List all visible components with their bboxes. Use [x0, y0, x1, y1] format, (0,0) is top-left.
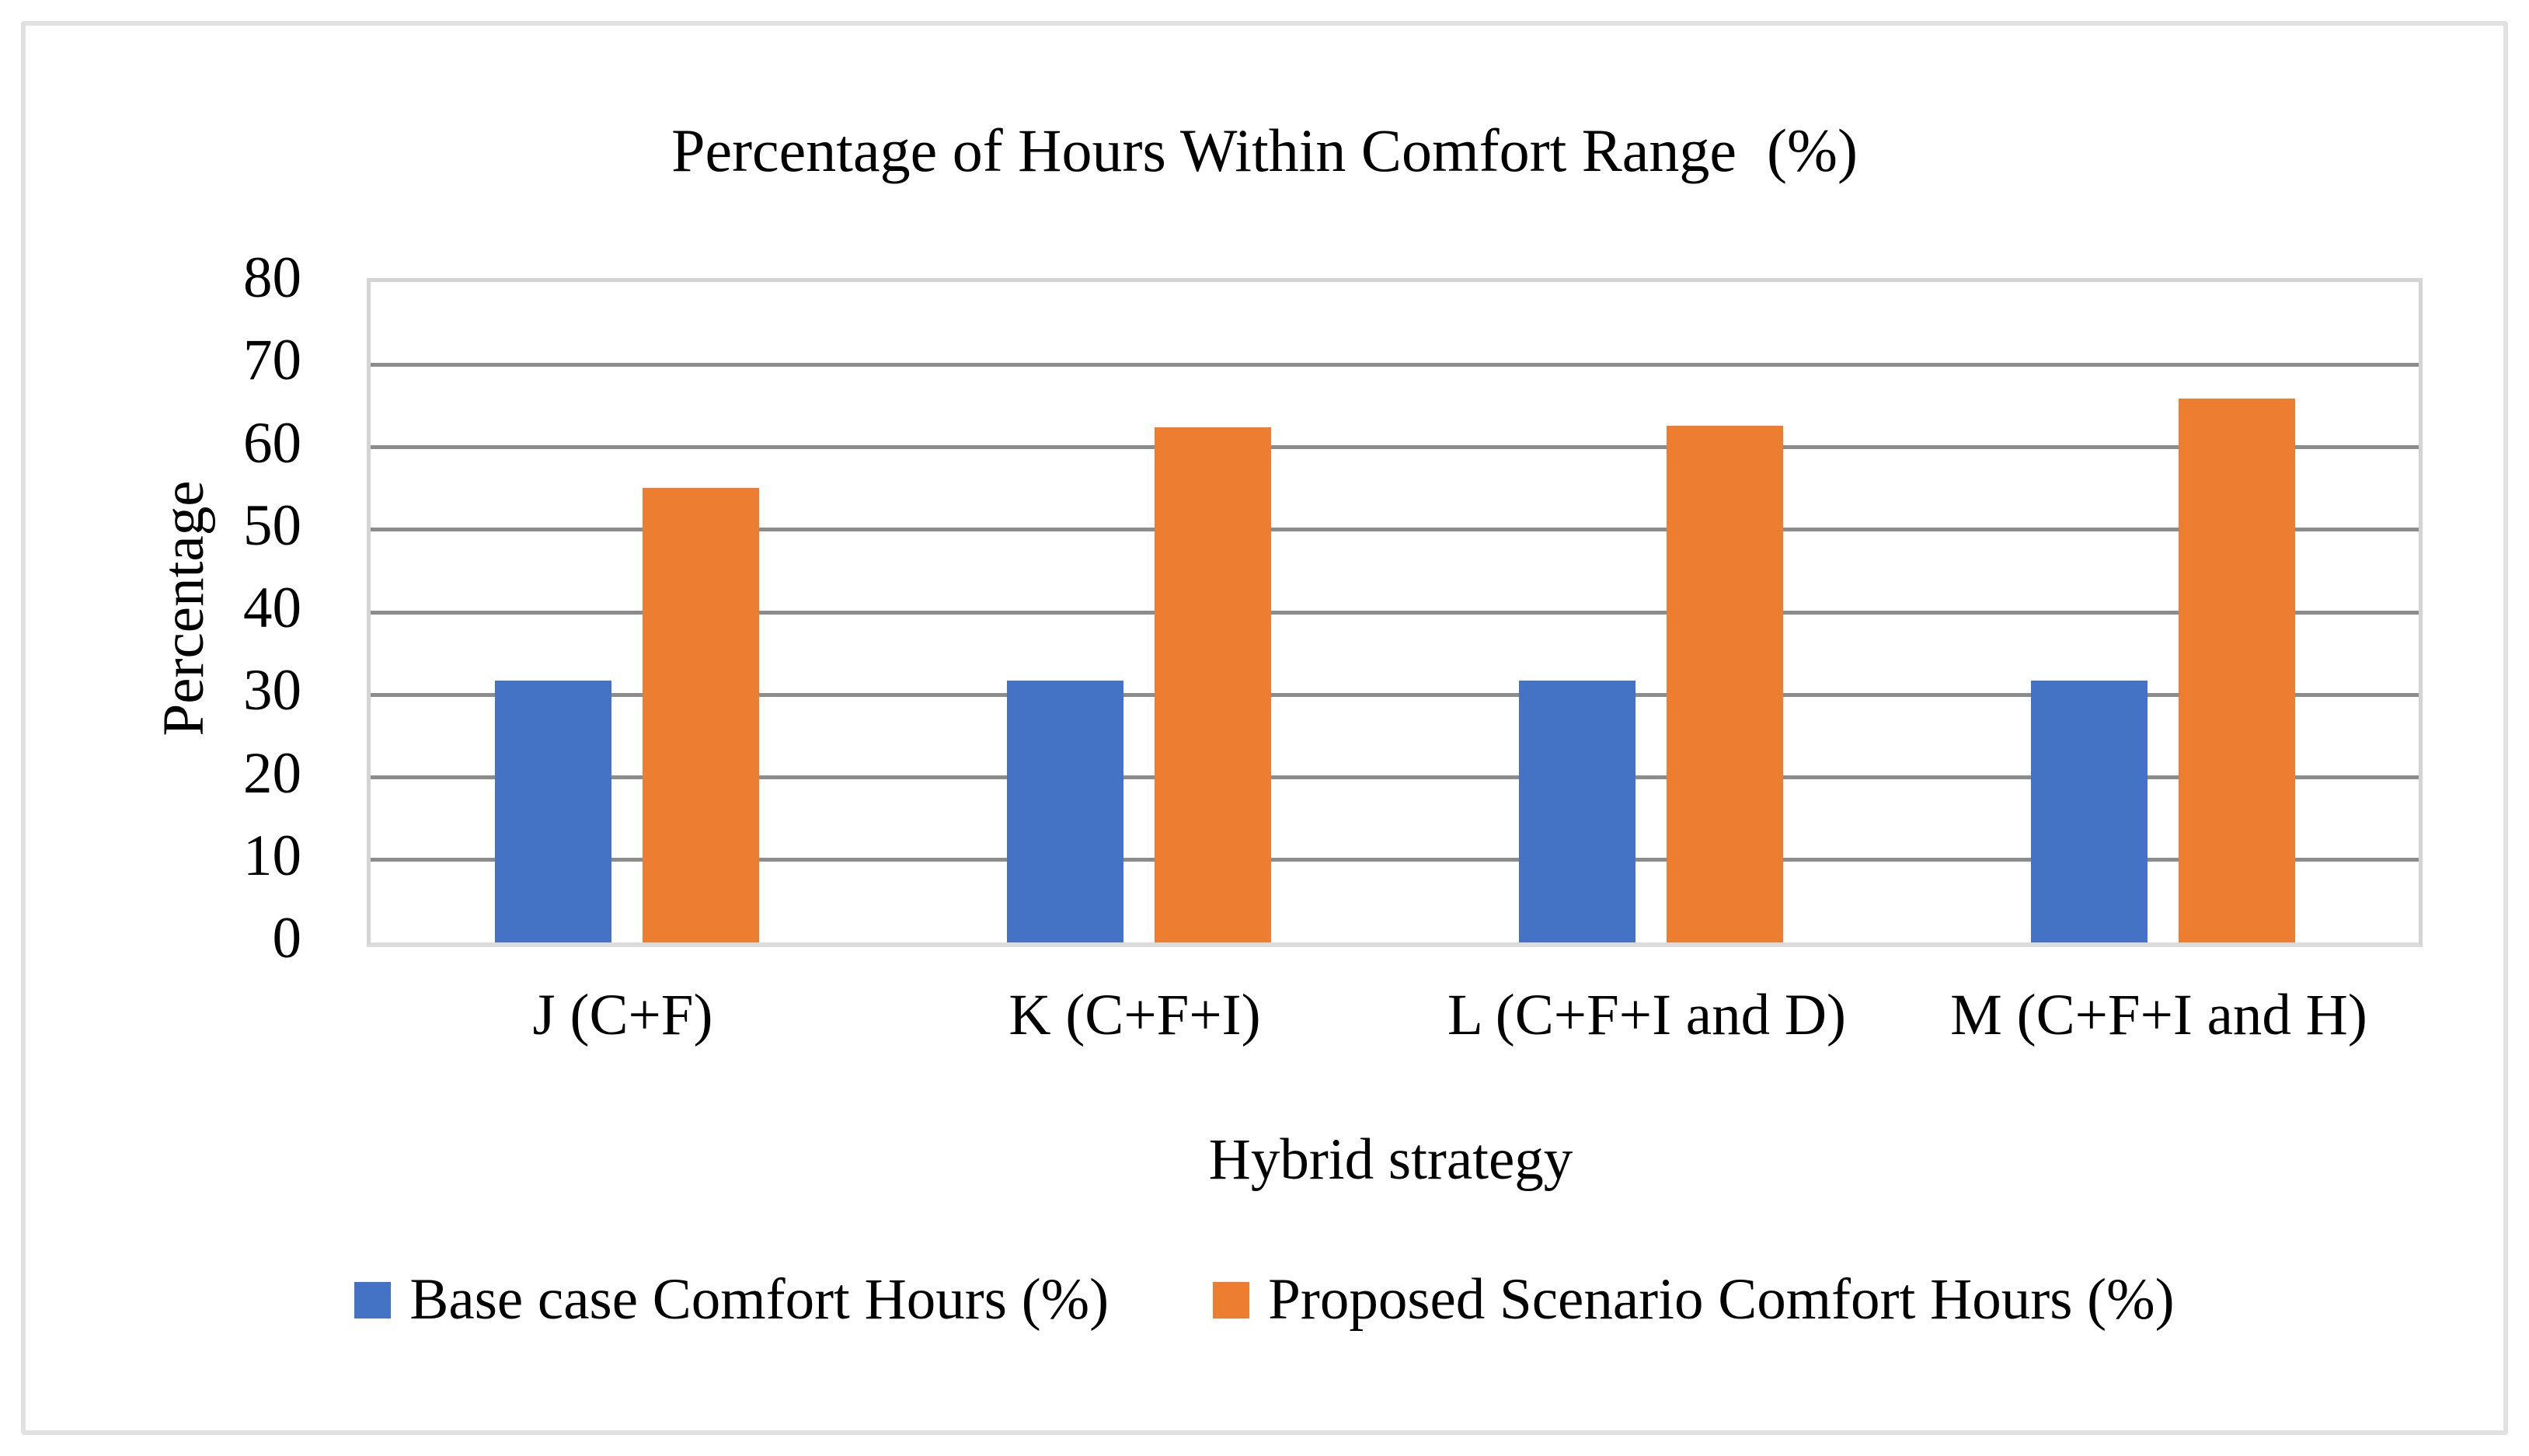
gridline-70 — [371, 362, 2419, 367]
gridline-50 — [371, 528, 2419, 532]
gridline-20 — [371, 775, 2419, 779]
y-tick-label-20: 20 — [243, 740, 301, 806]
bar-series1-k — [1154, 427, 1271, 942]
legend-label: Proposed Scenario Comfort Hours (%) — [1268, 1267, 2175, 1332]
bar-series0-l — [1518, 681, 1635, 942]
legend-entry-1: Proposed Scenario Comfort Hours (%) — [1213, 1265, 2175, 1335]
gridline-40 — [371, 610, 2419, 615]
chart-border — [21, 21, 2508, 1435]
x-category-label-l: L (C+F+I and D) — [1447, 983, 1846, 1047]
y-tick-label-30: 30 — [243, 658, 301, 723]
legend-swatch-icon — [1213, 1281, 1250, 1318]
y-tick-label-10: 10 — [243, 823, 301, 888]
legend: Base case Comfort Hours (%) Proposed Scen… — [0, 1265, 2529, 1335]
y-tick-label-80: 80 — [243, 246, 301, 310]
bar-series0-j — [494, 681, 611, 942]
gridline-10 — [371, 858, 2419, 862]
bar-series1-j — [642, 487, 759, 942]
y-tick-label-50: 50 — [243, 493, 301, 558]
legend-entry-0: Base case Comfort Hours (%) — [354, 1265, 1109, 1335]
bar-series0-m — [2030, 681, 2148, 942]
gridline-30 — [371, 692, 2419, 697]
gridline-60 — [371, 445, 2419, 449]
y-tick-label-70: 70 — [243, 328, 301, 393]
legend-label: Base case Comfort Hours (%) — [409, 1267, 1109, 1332]
y-tick-label-40: 40 — [243, 576, 301, 640]
legend-swatch-icon — [354, 1281, 392, 1318]
x-axis-title: Hybrid strategy — [1208, 1127, 1573, 1192]
bar-series0-k — [1006, 681, 1123, 942]
x-category-label-j: J (C+F) — [532, 983, 713, 1047]
x-category-label-k: K (C+F+I) — [1008, 983, 1261, 1047]
x-category-label-m: M (C+F+I and H) — [1950, 983, 2367, 1047]
y-tick-label-60: 60 — [243, 410, 301, 475]
y-tick-label-0: 0 — [272, 906, 302, 970]
bar-series1-m — [2178, 398, 2295, 942]
bar-series1-l — [1666, 425, 1783, 942]
chart-title: Percentage of Hours Within Comfort Range… — [671, 117, 1858, 184]
plot-area — [367, 278, 2423, 947]
